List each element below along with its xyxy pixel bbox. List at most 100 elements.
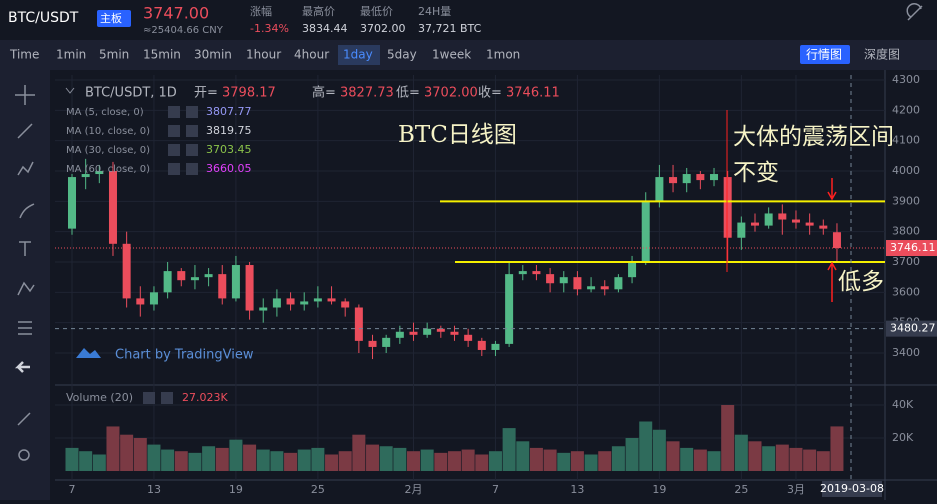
interval[interactable]: 1week [432,48,471,62]
volume-tick-label: 20K [892,431,914,444]
icon-hide[interactable] [906,3,923,21]
candle-body [190,277,199,281]
volume-btn[interactable] [161,392,173,404]
volume-bar [133,438,147,471]
volume-btn[interactable] [143,392,155,404]
candle-body [832,232,841,249]
ma-value: 3819.75 [206,124,252,137]
volume-bar [161,449,175,471]
volume-bar [393,447,407,471]
icon-ruler[interactable] [17,412,31,426]
interval[interactable]: 1mon [486,48,520,62]
view-tab[interactable]: 行情图 [806,48,842,62]
candle-body [177,271,186,281]
badge: 主板 [100,11,122,25]
candle-body [573,277,582,290]
volume-bar [447,451,461,471]
y-tick-label: 3600 [892,285,920,298]
volume-bar [311,447,325,471]
ma-btn[interactable] [186,144,198,156]
arrow-up [827,261,837,302]
ma-btn[interactable] [186,163,198,175]
volume-bar [147,444,161,471]
candle-body [600,286,609,290]
volume-value: 27.023K [182,391,228,404]
ma-name: MA (30, close, 0) [66,145,150,156]
volume-bar [625,438,639,471]
candle-body [354,307,363,341]
y-tick-label: 3400 [892,346,920,359]
volume-bar [570,451,584,471]
interval[interactable]: Time [9,48,39,62]
view-active-bg [800,45,850,64]
candle-body [805,222,814,226]
volume-bar [106,426,120,471]
candle-body [477,340,486,350]
volume-bar [352,434,366,471]
icon-pattern[interactable] [17,281,35,296]
volume-bar [693,449,707,471]
view-tab[interactable]: 深度图 [864,47,900,62]
volume-bar [816,451,830,471]
icon-brush[interactable] [19,203,35,219]
icon-line[interactable] [17,123,33,139]
ma-btn[interactable] [168,106,180,118]
candle-body [450,331,459,335]
stat-value: 3834.44 [302,22,348,35]
ma-btn[interactable] [186,106,198,118]
icon-text[interactable] [19,241,31,256]
crosshair-date-bg [822,481,882,497]
crosshair-date: 2019-03-08 [820,482,884,495]
ma-btn[interactable] [186,125,198,137]
interval[interactable]: 30min [194,48,232,62]
icon-cross[interactable] [15,85,35,105]
volume-bar [338,451,352,471]
interval[interactable]: 5day [387,48,417,62]
cny: ≈25404.66 CNY [143,25,224,36]
interval[interactable]: 5min [99,48,129,62]
candle-body [68,177,76,229]
candle-body [737,222,746,238]
cross-price-label: 3480.27 [890,322,936,335]
ma-btn[interactable] [168,144,180,156]
y-tick-label: 4100 [892,134,920,147]
volume-tick-label: 40K [892,398,914,411]
volume-bar [79,451,93,471]
volume-bar [502,428,516,471]
icon-zoom[interactable] [18,449,30,461]
ma-btn[interactable] [168,125,180,137]
ma-value: 3703.45 [206,143,252,156]
interval[interactable]: 1hour [246,48,281,62]
ma-name: MA (5, close, 0) [66,107,144,118]
volume-bar [215,447,229,471]
volume-bar [92,454,106,471]
interval[interactable]: 4hour [294,48,329,62]
candle-body [218,274,227,299]
stat-value: -1.34% [250,22,289,35]
candle-body [819,225,828,229]
volume-bar [803,449,817,471]
last-price-label: 3746.11 [890,241,936,254]
interval[interactable]: 1day [343,48,373,62]
watermark-logo [76,348,101,358]
icon-fib[interactable] [17,161,34,176]
interval[interactable]: 15min [143,48,181,62]
x-tick-label: 25 [734,483,748,496]
x-tick-label: 13 [570,483,584,496]
cross-price-bg [886,320,937,337]
ohlc-legend: 收= [478,86,502,101]
volume-bar [584,454,598,471]
candle-body [409,331,418,335]
icon-back[interactable] [14,361,30,373]
ma-btn[interactable] [168,163,180,175]
candle-body [778,213,787,220]
candle-body [382,337,391,347]
candle-body [669,177,678,184]
volume-bar [721,405,735,471]
interval[interactable]: 1min [56,48,86,62]
candle-body [95,171,104,175]
icon-measure[interactable] [18,321,32,335]
watermark: Chart by TradingView [115,348,254,363]
candle-body [423,328,432,335]
volume-bar [297,449,311,471]
